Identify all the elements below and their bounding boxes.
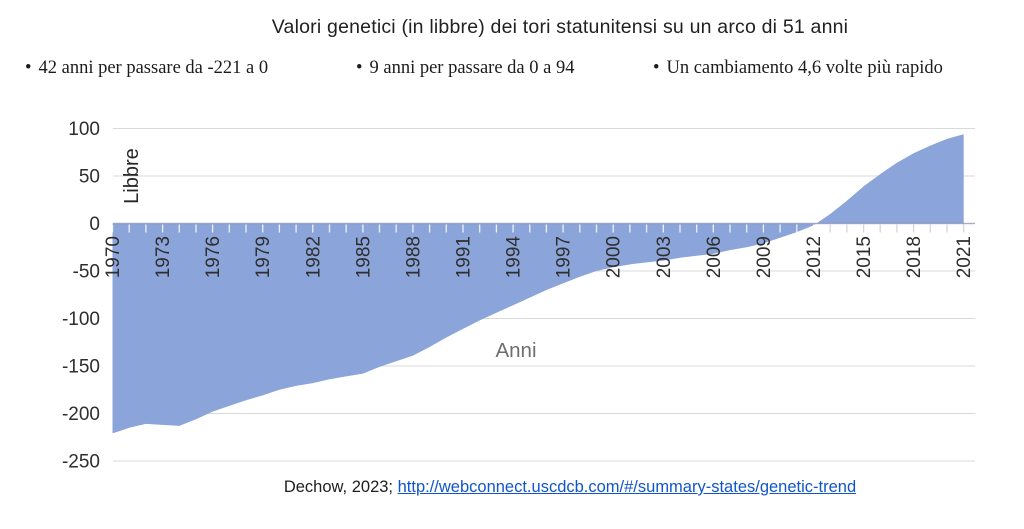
y-axis-tick-label: 50: [79, 167, 100, 188]
x-axis-tick-label: 1976: [203, 236, 224, 278]
x-axis-tick-label: 2012: [804, 236, 825, 278]
bullet-text-2: 9 anni per passare da 0 a 94: [369, 58, 575, 78]
x-axis-tick-label: 1997: [554, 236, 575, 278]
x-axis-title: Anni: [495, 339, 536, 362]
citation: Dechow, 2023; http://webconnect.uscdcb.c…: [116, 478, 1024, 497]
bullet-item-2: • 9 anni per passare da 0 a 94: [356, 56, 574, 80]
x-axis-tick-label: 2021: [954, 236, 975, 278]
x-axis-tick-label: 1979: [253, 236, 274, 278]
bullet-text-3: Un cambiamento 4,6 volte più rapido: [666, 58, 943, 78]
citation-text: Dechow, 2023;: [283, 478, 398, 496]
y-axis-tick-label: 0: [89, 214, 100, 235]
x-axis-tick-label: 1988: [403, 236, 424, 278]
bullet-marker: •: [356, 58, 363, 78]
x-axis-tick-label: 2000: [604, 236, 625, 278]
y-axis-tick-label: -50: [73, 262, 100, 283]
bullet-marker: •: [25, 58, 32, 78]
y-axis-tick-label: -200: [62, 404, 100, 425]
x-axis-tick-label: 2003: [654, 236, 675, 278]
chart-title: Valori genetici (in libbre) dei tori sta…: [271, 16, 849, 38]
bullet-text-1: 42 anni per passare da -221 a 0: [38, 58, 269, 78]
x-axis-tick-label: 1991: [453, 236, 474, 278]
x-axis-tick-label: 1982: [303, 236, 324, 278]
area-series: [112, 134, 964, 434]
bullet-item-1: • 42 anni per passare da -221 a 0: [25, 56, 268, 80]
bullet-marker: •: [653, 58, 660, 78]
y-axis-tick-label: -250: [62, 452, 100, 473]
x-axis-tick-label: 2009: [754, 236, 775, 278]
x-axis-tick-label: 2015: [854, 236, 875, 278]
x-axis-tick-label: 1973: [153, 236, 174, 278]
y-axis-tick-label: -100: [62, 309, 100, 330]
citation-link[interactable]: http://webconnect.uscdcb.com/#/summary-s…: [397, 478, 857, 496]
y-axis-tick-label: -150: [62, 357, 100, 378]
x-axis-tick-label: 2018: [904, 236, 925, 278]
bullet-item-3: • Un cambiamento 4,6 volte più rapido: [653, 56, 943, 80]
x-axis-tick-label: 1985: [353, 236, 374, 278]
x-axis-tick-label: 1994: [504, 236, 525, 279]
x-axis-tick-label: 2006: [704, 236, 725, 278]
x-axis-tick-label: 1970: [103, 236, 124, 278]
y-axis-title: Libbre: [121, 148, 143, 204]
y-axis-tick-label: 100: [68, 119, 100, 140]
